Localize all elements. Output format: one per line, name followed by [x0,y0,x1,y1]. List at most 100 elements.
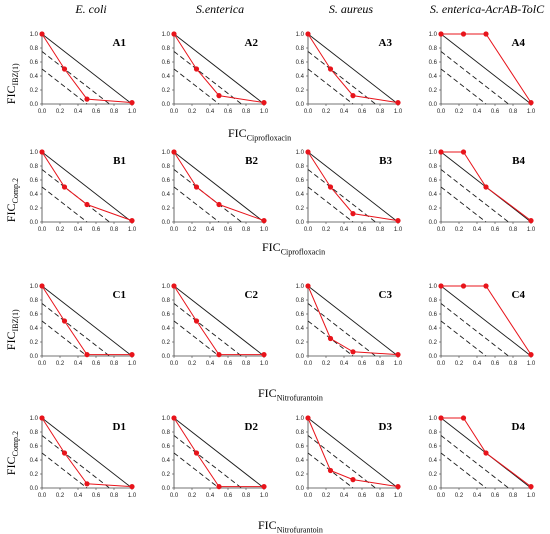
panel-c2: 0.0 0.2 0.4 0.6 0.8 1.0 0.0 0.2 0.4 0.6 0.8 1.0 C2 [162,283,269,367]
x-tick-label-d4: 1.0 [527,493,536,499]
x-tick-label-c3: 0.2 [322,361,331,367]
data-point-b4 [528,218,534,224]
data-point-a1 [129,100,135,106]
y-tick-label-d4: 0.2 [429,472,438,478]
y-tick-label-a3: 0.2 [296,88,305,94]
data-point-d2 [216,484,222,490]
x-tick-label-a1: 0.8 [110,109,119,115]
data-point-c1 [39,283,45,289]
x-tick-label-d2: 1.0 [260,493,269,499]
series-line-b3 [307,151,399,222]
threshold-line-075-a3 [307,51,376,105]
data-point-c4 [460,283,467,289]
panel-a4: 0.0 0.2 0.4 0.6 0.8 1.0 0.0 0.2 0.4 0.6 0.8 1.0 A4 [429,31,536,115]
panel-label-c1: C1 [113,289,126,301]
column-header-s-enterica-acrab-tolc: S. enterica-AcrAB-TolC [429,2,545,16]
y-tick-label-a2: 0.2 [162,88,171,94]
x-tick-label-d4: 0.0 [437,493,446,499]
x-tick-label-c3: 0.6 [358,361,367,367]
y-tick-label-c3: 0.6 [296,312,305,318]
y-tick-label-d4: 0.0 [429,486,438,492]
y-tick-label-c1: 0.4 [30,326,39,332]
y-tick-label-d1: 1.0 [30,416,39,422]
threshold-line-075-a2 [173,51,242,105]
x-tick-label-c2: 1.0 [260,361,269,367]
threshold-line-075-c3 [307,303,376,357]
y-tick-label-c2: 0.2 [162,340,171,346]
x-tick-label-a4: 0.0 [437,109,446,115]
y-tick-label-c2: 1.0 [162,284,171,290]
data-point-d2 [193,450,200,456]
data-point-d4 [528,484,534,490]
y-tick-label-d1: 0.8 [30,430,39,436]
x-tick-label-a4: 0.8 [509,109,518,115]
y-tick-label-c3: 1.0 [296,284,305,290]
y-tick-label-d4: 0.4 [429,458,438,464]
panel-c3: 0.0 0.2 0.4 0.6 0.8 1.0 0.0 0.2 0.4 0.6 0.8 1.0 C3 [296,283,403,367]
threshold-line-075-c4 [440,303,509,357]
x-tick-label-c3: 0.8 [376,361,385,367]
threshold-line-050-d1 [41,452,88,489]
y-tick-label-d1: 0.0 [30,486,39,492]
x-tick-label-a3: 0.2 [322,109,331,115]
y-tick-label-c4: 0.4 [429,326,438,332]
row-c-xlabel: FICNitrofurantoin [258,386,323,403]
x-tick-label-d2: 0.0 [170,493,179,499]
y-tick-label-b2: 0.8 [162,164,171,170]
x-tick-label-c3: 1.0 [394,361,403,367]
series-line-c4 [441,285,532,355]
data-point-a3 [395,100,401,106]
x-tick-label-b4: 0.4 [473,227,482,233]
x-tick-label-c2: 0.6 [224,361,233,367]
y-tick-label-a4: 1.0 [429,32,438,38]
y-tick-label-b1: 1.0 [30,150,39,156]
panel-label-d3: D3 [379,421,393,433]
y-tick-label-c3: 0.4 [296,326,305,332]
y-tick-label-b2: 0.2 [162,206,171,212]
x-tick-label-c4: 1.0 [527,361,536,367]
x-tick-label-a2: 0.6 [224,109,233,115]
data-point-c4 [483,283,489,289]
y-tick-label-c2: 0.8 [162,298,171,304]
y-tick-label-a4: 0.4 [429,74,438,80]
x-tick-label-b2: 0.8 [242,227,251,233]
series-line-c2 [173,285,264,356]
x-tick-label-a1: 0.4 [74,109,83,115]
y-tick-label-b4: 0.2 [429,206,438,212]
y-tick-label-b2: 0.4 [162,192,171,198]
data-point-b3 [350,211,356,217]
panel-a3: 0.0 0.2 0.4 0.6 0.8 1.0 0.0 0.2 0.4 0.6 0.8 1.0 A3 [296,31,403,115]
series-line-a3 [307,33,399,104]
threshold-line-075-d4 [440,435,509,489]
x-tick-label-d3: 0.0 [304,493,313,499]
y-tick-label-a4: 0.0 [429,102,438,108]
x-tick-label-c1: 1.0 [128,361,137,367]
y-tick-label-c3: 0.8 [296,298,305,304]
panel-label-a4: A4 [512,37,526,49]
threshold-line-050-d4 [440,452,487,489]
x-tick-label-a4: 1.0 [527,109,536,115]
x-tick-label-d2: 0.2 [188,493,197,499]
x-tick-label-c2: 0.4 [206,361,215,367]
additivity-line-b1 [41,151,133,223]
row-d-xlabel: FICNitrofurantoin [258,518,323,534]
y-tick-label-c2: 0.0 [162,354,171,360]
x-tick-label-c4: 0.0 [437,361,446,367]
x-tick-label-c4: 0.4 [473,361,482,367]
x-tick-label-a2: 0.0 [170,109,179,115]
panel-label-c3: C3 [379,289,393,301]
x-tick-label-c1: 0.6 [92,361,101,367]
x-tick-label-b2: 0.0 [170,227,179,233]
x-tick-label-c1: 0.2 [56,361,65,367]
threshold-line-050-a2 [173,68,220,105]
data-point-b2 [216,201,222,208]
x-tick-label-b3: 0.2 [322,227,331,233]
y-tick-label-d4: 0.8 [429,430,438,436]
data-point-b1 [39,149,45,155]
x-tick-label-b1: 0.4 [74,227,83,233]
y-tick-label-c2: 0.4 [162,326,171,332]
panel-c1: 0.0 0.2 0.4 0.6 0.8 1.0 0.0 0.2 0.4 0.6 0.8 1.0 C1 [30,283,137,367]
additivity-line-d1 [41,417,133,489]
x-tick-label-c4: 0.6 [491,361,500,367]
